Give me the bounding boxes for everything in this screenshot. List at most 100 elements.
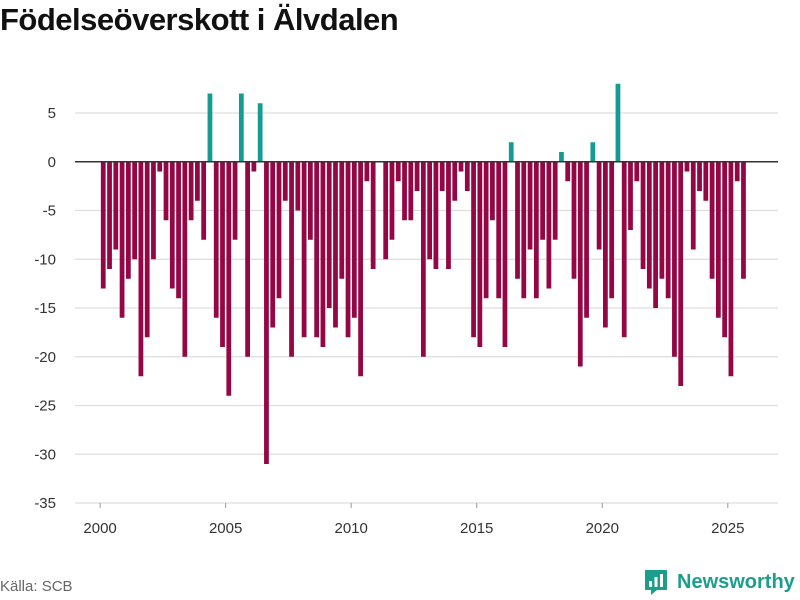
- bar[interactable]: [722, 161, 728, 338]
- bar[interactable]: [709, 161, 715, 279]
- bar[interactable]: [157, 161, 163, 172]
- bar[interactable]: [552, 161, 558, 240]
- bar[interactable]: [289, 161, 294, 357]
- bar[interactable]: [584, 161, 589, 318]
- bar[interactable]: [420, 161, 426, 357]
- bar[interactable]: [728, 161, 734, 377]
- bar[interactable]: [138, 161, 144, 377]
- bar[interactable]: [634, 161, 640, 182]
- bar[interactable]: [565, 161, 571, 182]
- bar[interactable]: [590, 142, 596, 162]
- bar[interactable]: [646, 161, 652, 289]
- bar[interactable]: [339, 161, 345, 279]
- bar[interactable]: [226, 161, 232, 396]
- bar[interactable]: [358, 161, 363, 377]
- bar[interactable]: [251, 161, 257, 172]
- bar[interactable]: [125, 161, 131, 279]
- bar[interactable]: [678, 161, 684, 386]
- bar[interactable]: [502, 161, 508, 347]
- bar[interactable]: [395, 161, 401, 182]
- bar[interactable]: [540, 161, 546, 240]
- brand-logo[interactable]: Newsworthy: [643, 568, 795, 596]
- bar[interactable]: [452, 161, 458, 201]
- bar[interactable]: [320, 161, 326, 347]
- bar[interactable]: [207, 93, 213, 162]
- bar[interactable]: [201, 161, 207, 240]
- bar[interactable]: [653, 161, 658, 308]
- bar[interactable]: [734, 161, 740, 182]
- bar[interactable]: [345, 161, 351, 338]
- bar[interactable]: [433, 161, 439, 269]
- bar[interactable]: [577, 161, 583, 367]
- bar[interactable]: [370, 161, 376, 269]
- bar[interactable]: [326, 161, 332, 308]
- bar[interactable]: [559, 152, 564, 162]
- bar[interactable]: [257, 103, 263, 162]
- bar[interactable]: [144, 161, 150, 338]
- bar[interactable]: [515, 161, 520, 279]
- bar[interactable]: [100, 161, 106, 289]
- bar[interactable]: [113, 161, 119, 250]
- bar[interactable]: [182, 161, 188, 357]
- bar[interactable]: [508, 142, 514, 162]
- bar[interactable]: [490, 161, 495, 221]
- bar[interactable]: [640, 161, 646, 269]
- bar[interactable]: [195, 161, 200, 201]
- bar[interactable]: [314, 161, 320, 338]
- bar[interactable]: [427, 161, 433, 260]
- bar[interactable]: [521, 161, 527, 299]
- bar[interactable]: [697, 161, 702, 191]
- bar[interactable]: [446, 161, 451, 269]
- bar[interactable]: [703, 161, 709, 201]
- bar[interactable]: [402, 161, 407, 221]
- bar[interactable]: [107, 161, 112, 269]
- bar[interactable]: [414, 161, 420, 191]
- bar[interactable]: [264, 161, 269, 464]
- bar[interactable]: [665, 161, 671, 299]
- bar[interactable]: [383, 161, 389, 260]
- bar[interactable]: [439, 161, 445, 191]
- bar[interactable]: [176, 161, 181, 299]
- bar[interactable]: [496, 161, 502, 299]
- bar[interactable]: [628, 161, 633, 230]
- bar[interactable]: [546, 161, 552, 289]
- bar[interactable]: [132, 161, 138, 260]
- bar[interactable]: [609, 161, 615, 299]
- bar[interactable]: [741, 161, 746, 279]
- bar[interactable]: [333, 161, 338, 328]
- bar[interactable]: [232, 161, 238, 240]
- bar[interactable]: [527, 161, 533, 250]
- bar[interactable]: [690, 161, 696, 250]
- bar[interactable]: [276, 161, 282, 299]
- bar[interactable]: [307, 161, 313, 240]
- bar[interactable]: [282, 161, 288, 201]
- bar[interactable]: [245, 161, 250, 357]
- bar[interactable]: [295, 161, 301, 211]
- bar[interactable]: [151, 161, 156, 260]
- bar[interactable]: [408, 161, 414, 221]
- bar[interactable]: [621, 161, 627, 338]
- bar[interactable]: [213, 161, 219, 318]
- bar[interactable]: [477, 161, 483, 347]
- bar[interactable]: [351, 161, 357, 318]
- bar[interactable]: [471, 161, 476, 338]
- bar[interactable]: [483, 161, 489, 299]
- bar[interactable]: [169, 161, 175, 289]
- bar[interactable]: [659, 161, 665, 279]
- bar[interactable]: [603, 161, 608, 328]
- bar[interactable]: [238, 93, 244, 162]
- bar[interactable]: [571, 161, 577, 279]
- bar[interactable]: [301, 161, 307, 338]
- bar[interactable]: [672, 161, 677, 357]
- bar[interactable]: [119, 161, 125, 318]
- bar[interactable]: [270, 161, 276, 328]
- bar[interactable]: [163, 161, 169, 221]
- bar[interactable]: [615, 83, 621, 162]
- bar[interactable]: [188, 161, 194, 221]
- bar[interactable]: [220, 161, 225, 347]
- bar[interactable]: [533, 161, 539, 299]
- bar[interactable]: [464, 161, 470, 191]
- bar[interactable]: [364, 161, 370, 182]
- bar[interactable]: [389, 161, 395, 240]
- bar[interactable]: [596, 161, 602, 250]
